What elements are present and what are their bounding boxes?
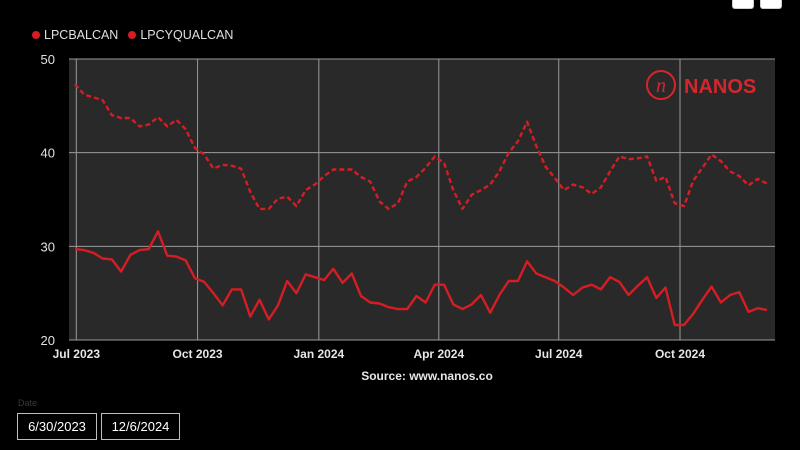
- chart-legend: LPCBALCAN LPCYQUALCAN: [32, 28, 233, 42]
- nanos-logo-text: NANOS: [684, 76, 756, 98]
- more-options-icon[interactable]: [760, 0, 782, 9]
- source-caption: Source: www.nanos.co: [361, 369, 493, 383]
- plot-area: [69, 59, 775, 340]
- y-tick-label: 20: [41, 333, 55, 348]
- axis-labels: 20 30 40 50 Jul 2023 Oct 2023 Jan 2024 Apr 2024…: [41, 52, 706, 361]
- end-date-input[interactable]: 12/6/2024: [101, 413, 180, 440]
- x-tick-label: Jul 2023: [53, 347, 101, 361]
- x-tick-label: Jan 2024: [293, 347, 344, 361]
- x-tick-label: Oct 2024: [655, 347, 705, 361]
- x-tick-label: Jul 2024: [535, 347, 583, 361]
- nanos-logo-icon: [646, 70, 676, 100]
- gridlines: [69, 58, 775, 341]
- start-date-input[interactable]: 6/30/2023: [17, 413, 97, 440]
- focus-mode-icon[interactable]: [732, 0, 754, 9]
- nanos-logo: n NANOS: [646, 70, 756, 100]
- series-line-lpcbalcan[interactable]: [74, 230, 768, 327]
- legend-label: LPCYQUALCAN: [140, 28, 234, 42]
- series-lines: [74, 83, 768, 327]
- visual-header-icons: [732, 0, 782, 9]
- legend-label: LPCBALCAN: [44, 28, 119, 42]
- legend-item-lpcyqualcan[interactable]: LPCYQUALCAN: [128, 28, 233, 42]
- x-tick-label: Oct 2023: [173, 347, 223, 361]
- legend-item-lpcbalcan[interactable]: LPCBALCAN: [32, 28, 118, 42]
- line-chart: 20 30 40 50 Jul 2023 Oct 2023 Jan 2024 Apr 2024…: [41, 52, 775, 383]
- x-tick-label: Apr 2024: [413, 347, 464, 361]
- nanos-logo-glyph: n: [656, 75, 666, 97]
- y-tick-label: 40: [41, 146, 55, 161]
- y-tick-label: 30: [41, 239, 55, 254]
- legend-marker-icon: [32, 31, 40, 39]
- legend-marker-icon: [128, 31, 137, 39]
- date-filter-label: Date: [18, 398, 38, 408]
- y-tick-label: 50: [41, 52, 55, 67]
